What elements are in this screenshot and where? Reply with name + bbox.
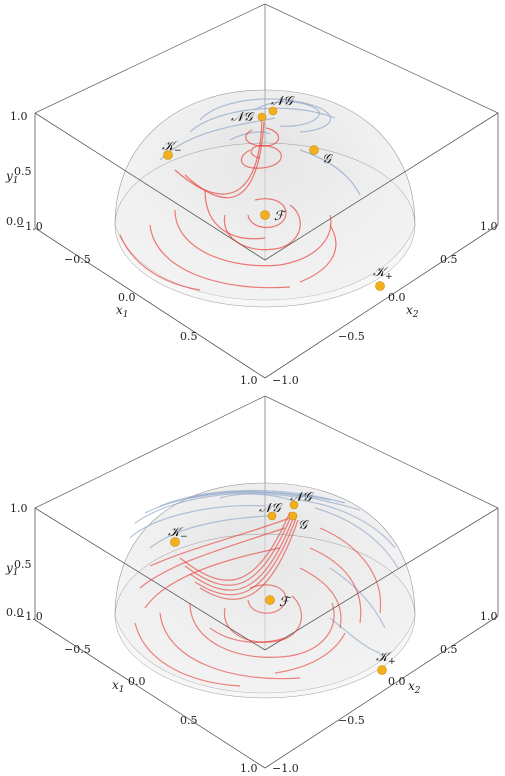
fixed-points: 𝒦− 𝒦+ 𝒩𝒢 𝒩𝒢 𝒢 ℱ <box>168 490 396 675</box>
point-k-plus <box>375 281 385 291</box>
point-g <box>288 511 298 521</box>
y1-tick: 1.0 <box>10 110 28 123</box>
y1-tick: 0.5 <box>14 165 32 178</box>
label-k-minus: 𝒦− <box>168 525 188 542</box>
x1-tick: 1.0 <box>240 762 258 775</box>
phase-portrait-top: 1.0 0.5 0.0 y1 −1.0 −0.5 0.0 0.5 1.0 x1 … <box>5 3 499 387</box>
label-f: ℱ <box>274 209 287 224</box>
x2-tick: 0.0 <box>388 675 406 688</box>
x1-tick: 1.0 <box>240 374 258 387</box>
fixed-points: 𝒦− 𝒦+ 𝒩𝒢 𝒩𝒢 𝒢 ℱ <box>162 94 393 291</box>
point-k-minus <box>170 537 180 547</box>
blue-orbits <box>129 489 399 654</box>
y1-axis-label: y1 <box>5 169 19 186</box>
red-orbits <box>119 117 337 291</box>
plot-3d-top: 1.0 0.5 0.0 y1 −1.0 −0.5 0.0 0.5 1.0 x1 … <box>5 3 499 387</box>
x1-tick: 0.0 <box>128 675 146 688</box>
x2-tick: 1.0 <box>480 610 498 623</box>
point-g <box>309 145 319 155</box>
label-f: ℱ <box>279 595 292 610</box>
label-k-plus: 𝒦+ <box>376 650 396 667</box>
x2-tick: −0.5 <box>338 330 365 343</box>
x1-tick: −1.0 <box>16 610 43 623</box>
label-g: 𝒢 <box>322 152 334 167</box>
x2-tick: −1.0 <box>272 762 299 775</box>
y1-axis: 1.0 0.5 0.0 y1 <box>5 110 32 228</box>
label-ng-a: 𝒩𝒢 <box>259 501 283 516</box>
x1-tick: 0.5 <box>180 714 198 727</box>
x2-axis-label: x2 <box>406 303 419 320</box>
x2-tick: −0.5 <box>338 714 365 727</box>
x2-tick: 0.5 <box>440 253 458 266</box>
x2-tick: −1.0 <box>272 374 299 387</box>
y1-axis: 1.0 0.5 0.0 y1 <box>5 502 32 619</box>
red-orbits <box>134 511 382 687</box>
point-ng-b <box>268 106 278 116</box>
x1-axis: −1.0 −0.5 0.0 0.5 1.0 x1 <box>16 220 258 387</box>
y1-axis-label: y1 <box>5 561 19 578</box>
y1-tick: 0.5 <box>14 558 32 571</box>
label-ng-a: 𝒩𝒢 <box>231 110 255 125</box>
plot-3d-bottom: 1.0 0.5 0.0 y1 −1.0 −0.5 0.0 0.5 1.0 x1 … <box>5 395 499 775</box>
x1-tick: −0.5 <box>64 643 91 656</box>
x2-tick: 1.0 <box>480 220 498 233</box>
x2-tick: 0.0 <box>388 291 406 304</box>
x1-axis: −1.0 −0.5 0.0 0.5 1.0 x1 <box>16 610 258 775</box>
x1-tick: −0.5 <box>64 253 91 266</box>
y1-tick: 0.0 <box>6 606 24 619</box>
x2-axis: −1.0 −0.5 0.0 0.5 1.0 x2 <box>272 610 498 775</box>
point-f <box>260 210 270 220</box>
label-g: 𝒢 <box>298 518 310 533</box>
x1-axis-label: x1 <box>116 303 129 320</box>
y1-tick: 0.0 <box>6 215 24 228</box>
x1-axis-label: x1 <box>112 678 125 695</box>
point-ng-b <box>289 500 299 510</box>
y1-tick: 1.0 <box>10 502 28 515</box>
x1-tick: 0.0 <box>118 291 136 304</box>
label-k-plus: 𝒦+ <box>373 265 393 282</box>
bounding-box-front <box>34 112 499 379</box>
label-ng-b: 𝒩𝒢 <box>290 490 314 505</box>
point-f <box>265 595 275 605</box>
hemisphere-surface <box>114 89 416 308</box>
point-ng-a <box>267 511 277 521</box>
point-ng-a <box>257 112 267 122</box>
point-k-plus <box>377 665 387 675</box>
label-k-minus: 𝒦− <box>162 139 182 156</box>
bounding-box-front <box>34 507 499 769</box>
x2-tick: 0.5 <box>440 643 458 656</box>
label-ng-b: 𝒩𝒢 <box>271 94 295 109</box>
point-k-minus <box>163 150 173 160</box>
phase-portrait-bottom: 1.0 0.5 0.0 y1 −1.0 −0.5 0.0 0.5 1.0 x1 … <box>0 388 505 776</box>
x1-tick: −1.0 <box>16 220 43 233</box>
x1-tick: 0.5 <box>180 330 198 343</box>
x2-axis-label: x2 <box>408 679 421 696</box>
x2-axis: −1.0 −0.5 0.0 0.5 1.0 x2 <box>272 220 498 387</box>
